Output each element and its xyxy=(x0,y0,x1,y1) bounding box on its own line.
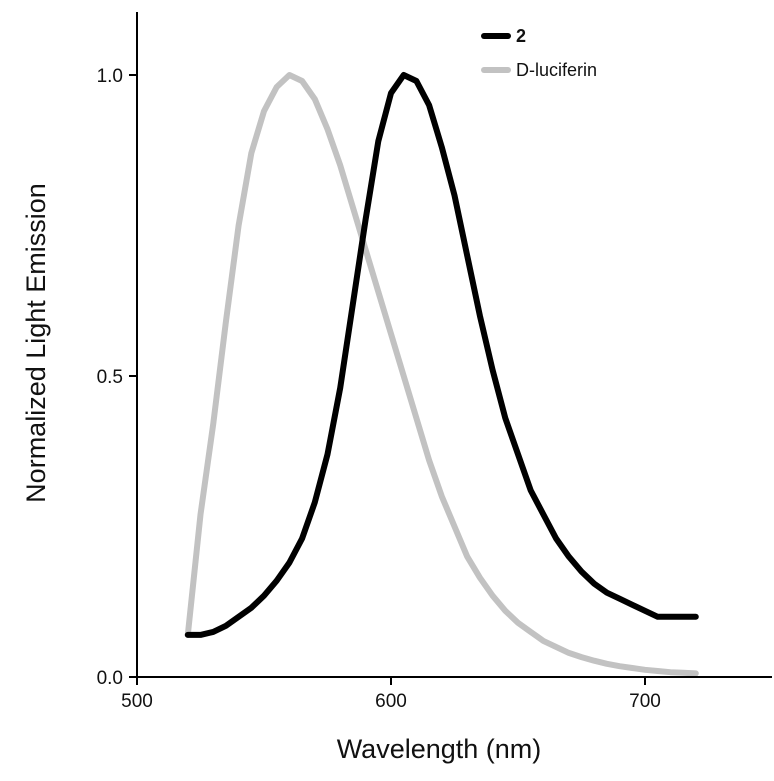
y-tick-label: 1.0 xyxy=(97,66,123,87)
x-tick-label: 700 xyxy=(629,691,661,712)
y-axis-title: Normalized Light Emission xyxy=(21,183,51,503)
x-tick-label: 600 xyxy=(375,691,407,712)
y-tick-label: 0.0 xyxy=(97,668,123,689)
plot-area: 500 600 700 0.0 0.5 1.0 xyxy=(97,12,772,712)
legend-label-2: 2 xyxy=(516,26,526,46)
series-layer xyxy=(184,72,699,677)
legend: 2 D-luciferin xyxy=(481,26,597,80)
x-axis-ticks: 500 600 700 xyxy=(121,677,661,712)
series-line-d-luciferin xyxy=(184,72,699,677)
series-line-2 xyxy=(184,72,699,638)
x-tick-label: 500 xyxy=(121,691,153,712)
legend-label-d-luciferin: D-luciferin xyxy=(516,60,597,80)
x-axis-title: Wavelength (nm) xyxy=(337,734,542,764)
y-tick-label: 0.5 xyxy=(97,367,123,388)
y-axis-ticks: 0.0 0.5 1.0 xyxy=(97,66,137,689)
